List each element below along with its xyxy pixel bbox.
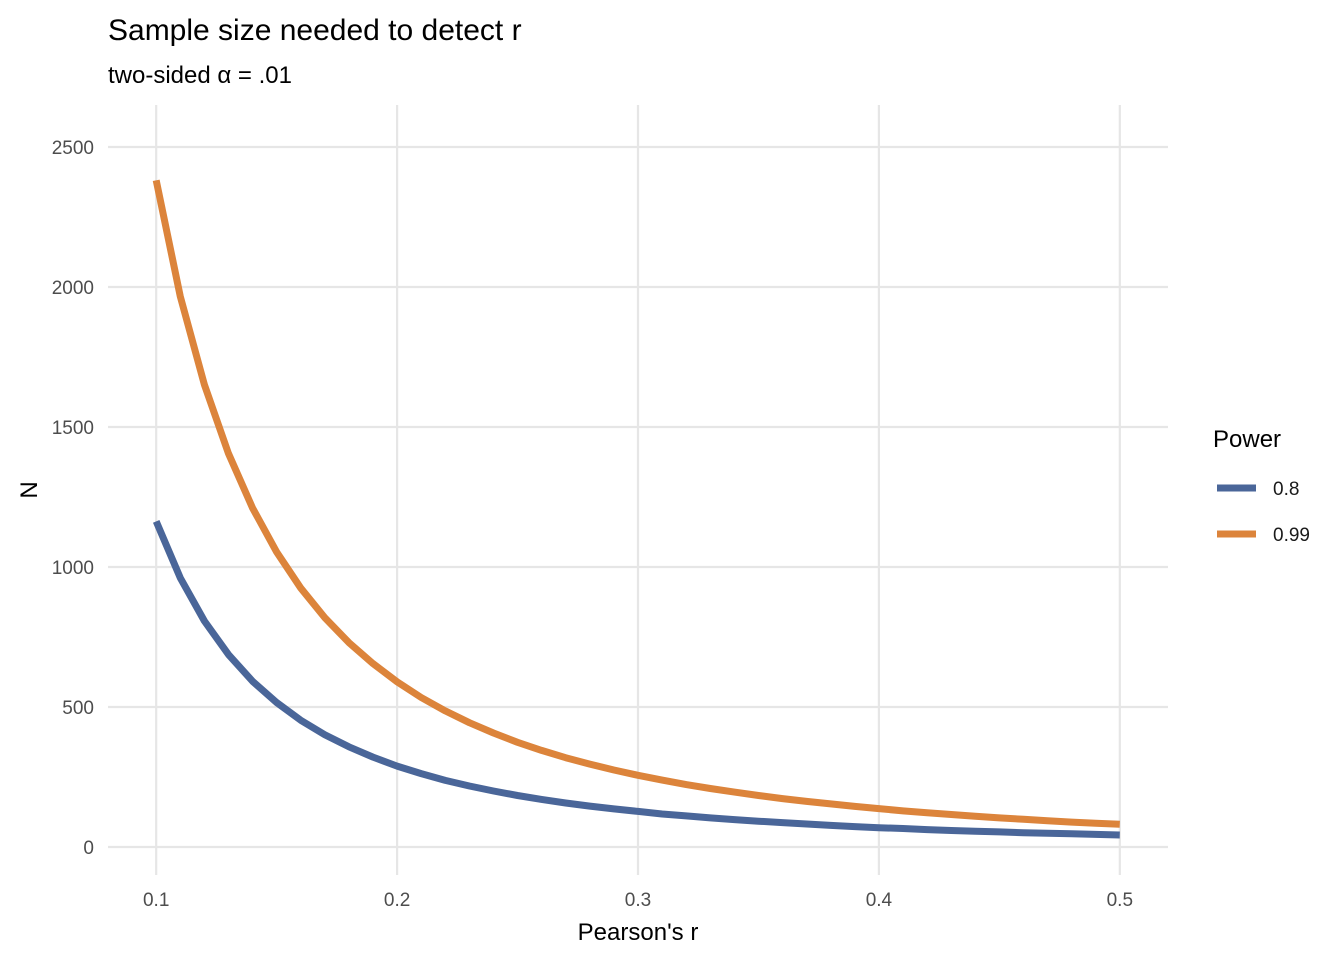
y-tick-label: 1500 (52, 418, 94, 439)
x-axis-title: Pearson's r (578, 919, 699, 946)
grid-lines (108, 105, 1168, 875)
series-line-0-8 (152, 520, 1120, 839)
y-axis-ticks: 0 500 1000 1500 2000 2500 (52, 138, 94, 859)
legend-title: Power (1213, 426, 1281, 453)
series-line-0-99 (152, 179, 1120, 828)
y-tick-label: 500 (62, 698, 94, 719)
y-tick-label: 2000 (52, 278, 94, 299)
y-tick-label: 1000 (52, 558, 94, 579)
x-tick-label: 0.1 (143, 890, 169, 911)
legend-items: 0.8 0.99 (1217, 479, 1310, 546)
x-tick-label: 0.5 (1107, 890, 1133, 911)
x-axis-ticks: 0.1 0.2 0.3 0.4 0.5 (143, 890, 1133, 911)
chart-title: Sample size needed to detect r (108, 14, 522, 47)
legend: Power 0.8 0.99 (1213, 426, 1310, 546)
series-lines (152, 179, 1120, 839)
y-tick-label: 2500 (52, 138, 94, 159)
y-tick-label: 0 (83, 838, 94, 859)
x-tick-label: 0.2 (384, 890, 410, 911)
legend-label: 0.8 (1273, 479, 1299, 500)
legend-label: 0.99 (1273, 525, 1310, 546)
chart-subtitle: two-sided α = .01 (108, 62, 292, 89)
x-tick-label: 0.4 (866, 890, 893, 911)
y-axis-title: N (16, 481, 43, 498)
x-tick-label: 0.3 (625, 890, 651, 911)
